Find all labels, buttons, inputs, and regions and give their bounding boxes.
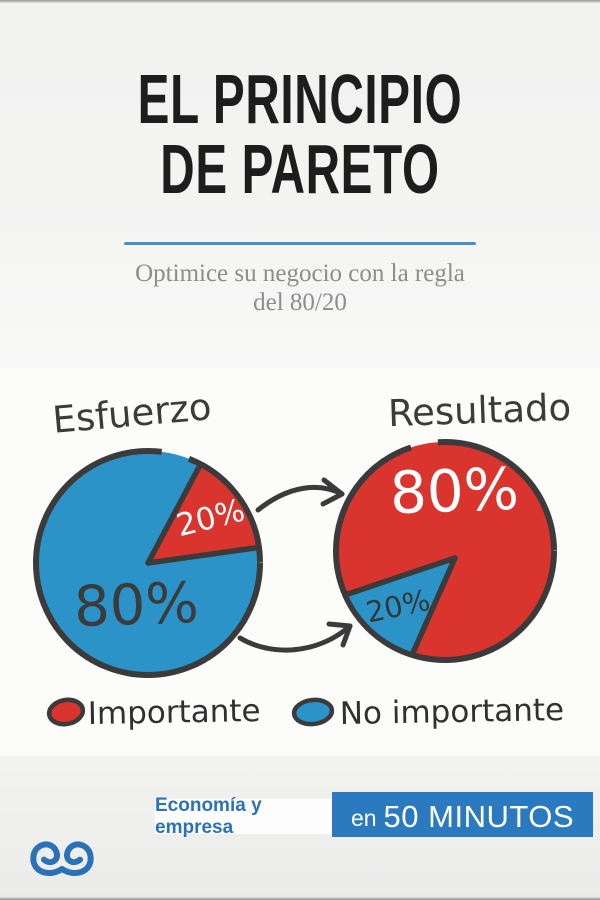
top-edge-shadow xyxy=(0,0,600,3)
subtitle-line-1: Optimice su negocio con la regla xyxy=(135,260,465,287)
left-pie-title: Esfuerzo xyxy=(51,385,213,442)
pareto-diagram: Esfuerzo 80% 20% Resultado 80% 20% Impor… xyxy=(33,385,572,732)
bottom-arrow-head-icon xyxy=(326,621,353,648)
series-badge-prefix: en xyxy=(350,805,377,831)
title-divider xyxy=(124,242,476,245)
right-pie-title: Resultado xyxy=(387,386,572,435)
top-arrow-head-icon xyxy=(320,477,345,507)
legend-swatch-importante xyxy=(46,697,86,727)
title-line-1: EL PRINCIPIO xyxy=(137,60,463,138)
legend-label-importante: Importante xyxy=(88,693,261,732)
right-pie-minor-slice xyxy=(342,555,458,658)
legend: Importante No importante xyxy=(46,692,565,732)
page-title: EL PRINCIPIO DE PARETO xyxy=(0,64,600,204)
series-badge-title: 50 MINUTOS xyxy=(383,799,575,834)
flow-arrows xyxy=(237,477,353,653)
category-badge: Economía y empresa xyxy=(155,795,332,838)
title-line-2: DE PARETO xyxy=(160,130,440,208)
series-badge: en 50 MINUTOS xyxy=(332,792,593,837)
subtitle: Optimice su negocio con la regla del 80/… xyxy=(0,259,600,317)
left-pie-major-value: 80% xyxy=(73,571,200,640)
publisher-logo-icon xyxy=(30,841,94,876)
right-pie-chart: Resultado 80% 20% xyxy=(333,386,572,663)
bottom-arrow-icon xyxy=(237,623,353,653)
left-pie-chart: Esfuerzo 80% 20% xyxy=(33,385,263,678)
subtitle-line-2: del 80/20 xyxy=(253,289,347,316)
category-label: Economía y empresa xyxy=(155,794,262,838)
legend-swatch-no-importante xyxy=(291,697,335,727)
right-pie-major-value: 80% xyxy=(389,455,520,527)
left-pie-minor-slice xyxy=(145,461,262,566)
legend-label-no-importante: No importante xyxy=(340,692,565,732)
bottom-edge-shadow xyxy=(0,897,600,900)
series-badge-text: en 50 MINUTOS xyxy=(351,792,574,835)
